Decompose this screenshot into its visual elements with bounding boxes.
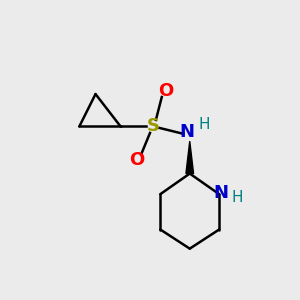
Text: H: H bbox=[199, 118, 210, 133]
Text: S: S bbox=[146, 117, 159, 135]
Text: N: N bbox=[213, 184, 228, 202]
Polygon shape bbox=[186, 141, 194, 174]
Text: N: N bbox=[179, 123, 194, 141]
Text: O: O bbox=[129, 151, 144, 169]
Text: O: O bbox=[159, 82, 174, 100]
Text: H: H bbox=[231, 190, 243, 205]
